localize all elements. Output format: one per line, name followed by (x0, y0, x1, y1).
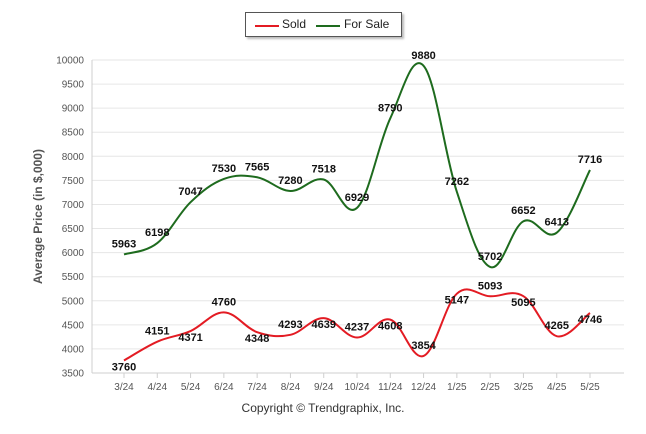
x-tick-label: 4/24 (148, 382, 168, 393)
sold-data-label: 4746 (578, 314, 602, 326)
y-tick-label: 5000 (62, 296, 85, 307)
sold-data-label: 4348 (245, 333, 269, 345)
x-tick-label: 1/25 (447, 382, 467, 393)
x-tick-label: 12/24 (411, 382, 436, 393)
y-tick-label: 7500 (62, 176, 85, 187)
y-tick-label: 5500 (62, 272, 85, 283)
sold-data-label: 4639 (311, 319, 335, 331)
for-sale-data-label: 5963 (112, 238, 136, 250)
legend-sold-label: Sold (282, 17, 307, 31)
sold-data-label: 4293 (278, 319, 302, 331)
sold-data-label: 4608 (378, 321, 402, 333)
y-tick-label: 4000 (62, 344, 85, 355)
for-sale-data-label: 6413 (544, 217, 568, 229)
for-sale-data-label: 7047 (178, 186, 202, 198)
for-sale-data-label: 7280 (278, 175, 302, 187)
y-tick-label: 8000 (62, 152, 85, 163)
sold-data-label: 3854 (411, 340, 436, 352)
sold-data-label: 5093 (478, 280, 502, 292)
x-tick-label: 6/24 (214, 382, 234, 393)
sold-data-label: 3760 (112, 361, 136, 373)
y-tick-label: 3500 (62, 369, 85, 380)
x-tick-label: 3/24 (114, 382, 134, 393)
for-sale-data-label: 7262 (445, 176, 469, 188)
for-sale-data-label: 8790 (378, 102, 402, 114)
chart-legend: Sold For Sale (245, 12, 402, 37)
for-sale-data-label: 9880 (411, 50, 435, 62)
for-sale-data-label: 7518 (311, 164, 335, 176)
sold-data-label: 4151 (145, 326, 169, 338)
sold-data-label: 5095 (511, 297, 535, 309)
legend-for-sale-label: For Sale (344, 17, 390, 31)
y-tick-label: 4500 (62, 320, 85, 331)
sold-data-label: 4237 (345, 322, 369, 334)
x-tick-label: 9/24 (314, 382, 334, 393)
for-sale-data-label: 6198 (145, 227, 169, 239)
y-tick-label: 7000 (62, 200, 85, 211)
x-tick-label: 2/25 (480, 382, 500, 393)
copyright-footer: Copyright © Trendgraphix, Inc. (241, 401, 405, 415)
legend-sold-swatch (255, 25, 279, 27)
sold-data-label: 4371 (178, 332, 202, 344)
y-tick-label: 9500 (62, 80, 85, 91)
y-tick-label: 6000 (62, 248, 85, 259)
sold-data-label: 4760 (212, 296, 236, 308)
y-tick-label: 10000 (56, 56, 84, 67)
x-tick-label: 5/24 (181, 382, 201, 393)
y-axis-label: Average Price (in $,000) (31, 149, 45, 284)
x-tick-label: 7/24 (247, 382, 267, 393)
x-tick-label: 11/24 (378, 382, 403, 393)
legend-for-sale-swatch (316, 25, 340, 27)
for-sale-series-line (123, 62, 591, 268)
y-tick-label: 9000 (62, 104, 85, 115)
for-sale-data-label: 7565 (245, 161, 269, 173)
y-tick-label: 8500 (62, 128, 85, 139)
y-tick-label: 6500 (62, 224, 85, 235)
x-tick-label: 10/24 (344, 382, 369, 393)
sold-data-label: 5147 (445, 295, 469, 307)
for-sale-data-label: 6652 (511, 205, 535, 217)
x-tick-label: 8/24 (281, 382, 301, 393)
for-sale-data-label: 5702 (478, 251, 502, 263)
sold-data-label: 4265 (544, 320, 568, 332)
for-sale-data-label: 6929 (345, 192, 369, 204)
for-sale-data-label: 7716 (578, 154, 602, 166)
sold-series-line (123, 288, 591, 362)
for-sale-data-label: 7530 (212, 163, 236, 175)
x-tick-label: 4/25 (547, 382, 567, 393)
x-tick-label: 5/25 (580, 382, 600, 393)
x-tick-label: 3/25 (514, 382, 534, 393)
